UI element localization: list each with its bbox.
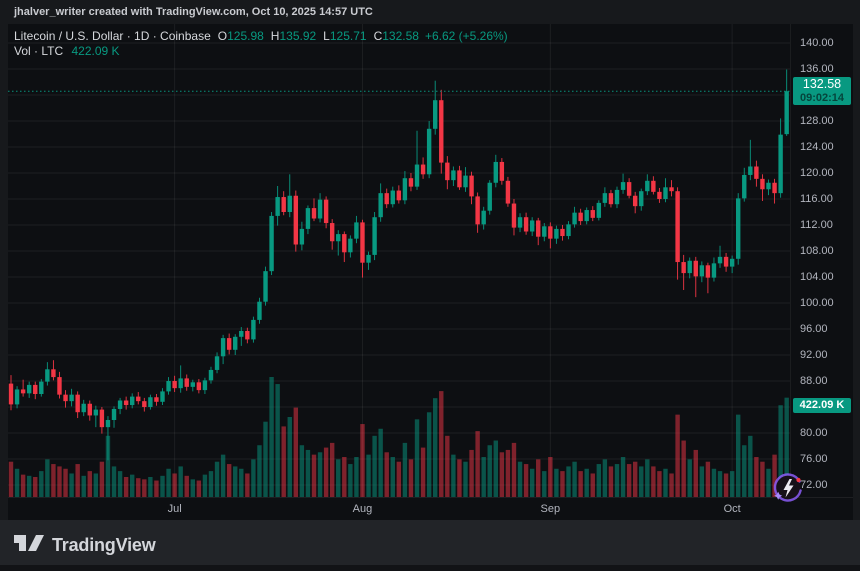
price-axis-label: 112.00 [800,218,833,231]
price-axis-label: 108.00 [800,244,834,257]
price-axis-label: 88.00 [800,374,828,387]
volume-label: Vol · LTC [14,44,64,58]
symbol-title: Litecoin / U.S. Dollar · 1D · Coinbase [14,29,211,43]
price-axis-label: 72.00 [800,478,828,491]
bar-countdown: 09:02:14 [799,92,845,104]
volume-value: 422.09 K [71,44,120,58]
change-value: +6.62 (+5.26%) [424,29,508,43]
bottom-edge-strip [0,565,860,571]
time-axis-label: Jul [167,503,182,515]
attribution-text: jhalver_writer created with TradingView.… [14,6,373,18]
price-axis-label: 140.00 [800,36,834,49]
price-axis-label: 76.00 [800,452,828,465]
lightning-boost-icon [771,471,805,505]
ohlc-open: O125.98 [217,29,264,43]
volume-bars [8,376,789,497]
ohlc-close: C132.58 [373,29,419,43]
candles [8,69,789,461]
attribution-bar: jhalver_writer created with TradingView.… [0,0,860,24]
price-axis: 132.58 09:02:14 422.09 K 140.00 136.00 132… [790,24,854,497]
time-axis: Jul Aug Sep Oct [8,497,853,521]
price-axis-label: 100.00 [800,296,834,309]
legend-volume-row: Vol · LTC 422.09 K [14,44,508,59]
candlestick-chart [8,24,790,497]
volume-badge: 422.09 K [793,398,851,413]
price-axis-label: 104.00 [800,270,834,283]
footer: TradingView [0,520,860,565]
time-axis-label: Oct [723,503,741,515]
chart-panel: Litecoin / U.S. Dollar · 1D · Coinbase O1… [8,24,853,520]
chart-legend: Litecoin / U.S. Dollar · 1D · Coinbase O1… [14,29,508,59]
price-axis-label: 136.00 [800,62,834,75]
time-axis-label: Aug [352,503,373,515]
tradingview-logo-text: TradingView [52,535,156,555]
grid-lines [8,24,790,497]
time-axis-label: Sep [540,503,561,515]
price-axis-label: 96.00 [800,322,828,335]
price-axis-label: 116.00 [800,192,833,205]
price-axis-label: 128.00 [800,114,834,127]
tradingview-logo-icon [14,530,44,561]
price-axis-label: 120.00 [800,166,834,179]
ohlc-high: H135.92 [270,29,317,43]
ohlc-low: L125.71 [323,29,367,43]
price-axis-label: 80.00 [800,426,828,439]
last-price-value: 132.58 [802,77,842,91]
price-axis-label: 92.00 [800,348,828,361]
tradingview-logo[interactable]: TradingView [14,530,156,561]
last-price-badge: 132.58 09:02:14 [793,77,851,105]
legend-symbol-row: Litecoin / U.S. Dollar · 1D · Coinbase O1… [14,29,508,44]
price-axis-label: 124.00 [800,140,834,153]
